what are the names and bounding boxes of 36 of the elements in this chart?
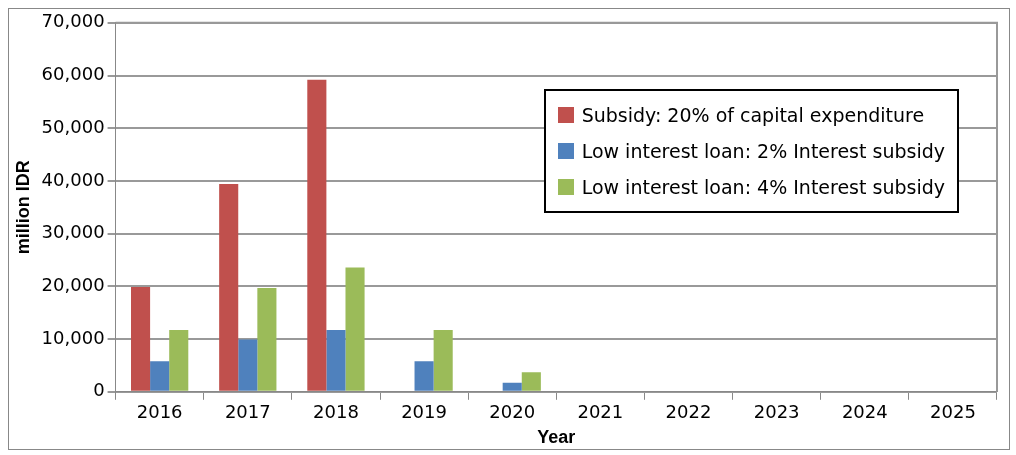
y-axis-title: million IDR bbox=[12, 160, 33, 255]
bar bbox=[433, 330, 453, 391]
x-tick-label: 2020 bbox=[489, 401, 536, 423]
y-tick-label: 20,000 bbox=[41, 274, 105, 296]
legend-label: Low interest loan: 4% Interest subsidy bbox=[581, 175, 945, 200]
bar bbox=[238, 339, 258, 391]
bar bbox=[345, 267, 365, 391]
bar bbox=[307, 79, 327, 391]
x-axis-title: Year bbox=[537, 427, 576, 448]
legend-label: Subsidy: 20% of capital expenditure bbox=[581, 103, 925, 128]
x-tick-label: 2019 bbox=[401, 401, 447, 423]
bar bbox=[521, 372, 541, 391]
x-tick-label: 2023 bbox=[753, 401, 800, 423]
x-tick-label: 2022 bbox=[665, 401, 712, 423]
x-tick-label: 2016 bbox=[136, 401, 183, 423]
bar bbox=[326, 330, 346, 391]
x-tick-label: 2017 bbox=[224, 401, 271, 423]
y-tick-label: 70,000 bbox=[41, 10, 105, 32]
bar bbox=[502, 382, 522, 391]
y-tick-label: 50,000 bbox=[41, 115, 105, 137]
x-tick-label: 2021 bbox=[577, 401, 624, 423]
x-tick-label: 2024 bbox=[841, 401, 888, 423]
bar bbox=[257, 287, 277, 391]
bar bbox=[131, 286, 151, 391]
x-tick-label: 2025 bbox=[930, 401, 976, 423]
y-tick-label: 40,000 bbox=[41, 168, 105, 190]
bar bbox=[219, 184, 239, 391]
bar bbox=[414, 361, 434, 391]
x-tick-label: 2018 bbox=[313, 401, 359, 423]
y-tick-label: 0 bbox=[93, 379, 105, 401]
y-tick-label: 60,000 bbox=[41, 63, 105, 85]
bar bbox=[169, 330, 189, 391]
legend-label: Low interest loan: 2% Interest subsidy bbox=[581, 139, 945, 164]
bar bbox=[150, 361, 170, 391]
y-tick-label: 30,000 bbox=[41, 221, 105, 243]
y-tick-label: 10,000 bbox=[41, 326, 105, 348]
